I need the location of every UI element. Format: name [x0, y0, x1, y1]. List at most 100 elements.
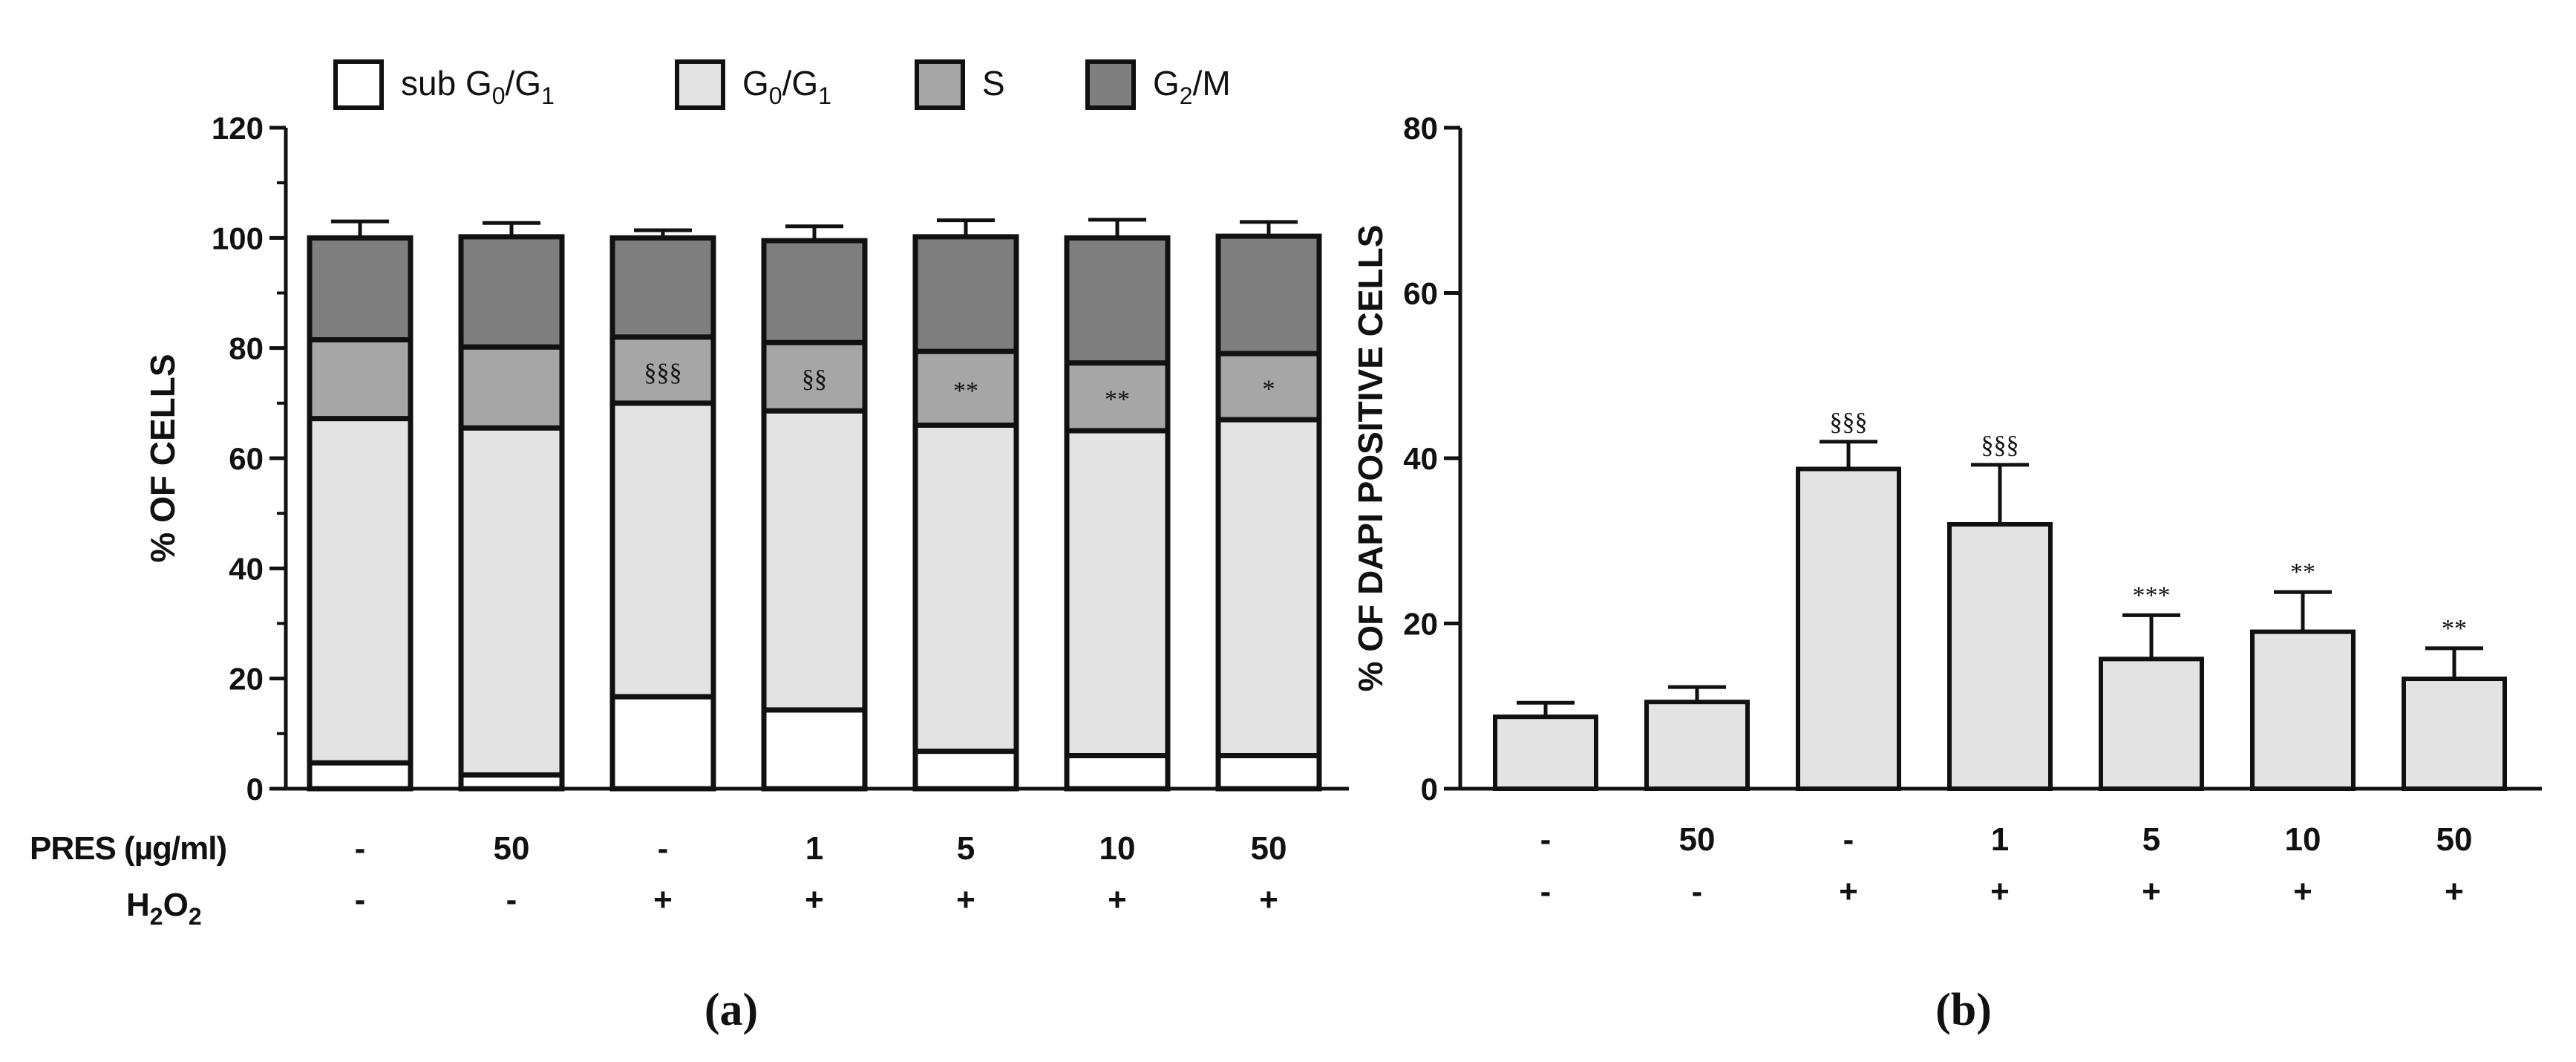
bar-segment-g2m: [307, 235, 413, 343]
h2o2-value: -: [506, 882, 517, 918]
legend-main: sub G: [401, 64, 492, 102]
pres-value: 1: [805, 830, 823, 867]
significance-label: §§§: [1981, 431, 2019, 459]
bar-segment-subg0g1: [1064, 753, 1171, 792]
pres-value: 10: [2285, 821, 2321, 858]
significance-label: **: [953, 377, 978, 405]
bar-segment-g2m: [458, 234, 565, 350]
pres-value: 5: [2142, 821, 2160, 858]
h2o2-subscript: 2: [150, 903, 163, 930]
panel-b-label: (b): [1935, 985, 1992, 1035]
legend-label-s: S: [982, 64, 1005, 102]
bar: [2402, 677, 2507, 791]
bar-segment-s: [1215, 351, 1322, 423]
legend-mid: /G: [782, 64, 819, 102]
bar-segment-subg0g1: [307, 760, 413, 792]
legend-subscript: 2: [1180, 82, 1193, 109]
bar-segment-g2m: [912, 234, 1019, 354]
y-tick-label: 20: [229, 662, 264, 697]
bar-segment-g0g1: [912, 423, 1019, 755]
bar: [1796, 466, 1901, 792]
y-tick-label: 40: [1403, 441, 1438, 476]
h2o2-value: +: [1839, 873, 1858, 910]
legend-mid: /M: [1193, 64, 1231, 102]
y-tick-label: 80: [229, 331, 264, 366]
y-tick-label: 60: [1403, 276, 1438, 311]
legend-subscript: 0: [492, 82, 506, 109]
y-tick-label: 0: [246, 772, 264, 807]
h2o2-value: +: [2293, 873, 2312, 910]
legend-swatch-s: [915, 59, 965, 110]
bar-segment-g2m: [1215, 233, 1322, 356]
pres-value: 50: [1251, 830, 1287, 867]
h2o2-value: +: [805, 882, 824, 918]
pres-value: 10: [1099, 830, 1136, 867]
panel-b-bar-chart: 0 20 40 60 80 % OF DAPI POSITIVE CELLS - - 50 - §§…: [1351, 111, 2542, 1035]
bar-segment-g2m: [609, 235, 716, 340]
significance-label: **: [1105, 385, 1130, 413]
h2o2-value: -: [355, 882, 366, 918]
bar-segment-subg0g1: [761, 707, 868, 792]
bar-segment-s: [458, 344, 565, 431]
bar-segment-subg0g1: [1215, 753, 1322, 792]
legend-main: G: [1153, 64, 1180, 102]
legend-subscript: 0: [769, 82, 782, 109]
significance-label: *: [1263, 376, 1275, 403]
significance-label: §§§: [1830, 408, 1868, 436]
bar-segment-g0g1: [1215, 417, 1322, 758]
legend-subscript: 1: [818, 82, 831, 109]
legend-mid: /G: [506, 64, 542, 102]
h2o2-value: -: [1540, 873, 1552, 910]
h2o2-main: H: [126, 887, 150, 923]
pres-value: 1: [1991, 821, 2009, 858]
pres-value: -: [1843, 821, 1854, 858]
pres-value: 50: [2436, 821, 2473, 858]
bar-segment-g0g1: [458, 425, 565, 778]
pres-value: -: [355, 830, 366, 867]
h2o2-value: +: [1259, 882, 1278, 918]
bar: [1493, 714, 1598, 792]
pres-row-label: PRES (µg/ml): [30, 830, 226, 867]
h2o2-row-label: H2O2: [126, 887, 202, 930]
pres-value: -: [1540, 821, 1552, 858]
h2o2-mid: O: [163, 887, 189, 923]
h2o2-value: +: [956, 882, 975, 918]
bar-segment-subg0g1: [609, 694, 716, 792]
h2o2-value: +: [2142, 873, 2161, 910]
legend-subscript: 1: [541, 82, 555, 109]
significance-label: ***: [2133, 582, 2171, 609]
legend-swatch-g0g1: [675, 59, 725, 110]
panel-a-label: (a): [705, 985, 758, 1035]
significance-label: **: [2290, 558, 2315, 586]
legend-label-subg0g1: sub G0/G1: [401, 64, 555, 109]
bar-segment-s: [307, 337, 413, 422]
h2o2-subscript: 2: [189, 903, 202, 930]
bar-segment-g2m: [1064, 235, 1171, 366]
bar: [1947, 522, 2053, 791]
bar: [2099, 657, 2204, 792]
y-tick-label: 20: [1403, 607, 1438, 642]
h2o2-value: +: [653, 882, 673, 918]
y-axis-title: % OF DAPI POSITIVE CELLS: [1351, 225, 1390, 692]
pres-value: 50: [1679, 821, 1716, 858]
legend-main: G: [742, 64, 769, 102]
bar-segment-subg0g1: [912, 749, 1019, 792]
y-tick-label: 100: [212, 221, 264, 255]
bar-segment-s: [912, 348, 1019, 428]
y-tick-label: 120: [212, 111, 264, 146]
bar-segment-g0g1: [307, 416, 413, 766]
pres-value: -: [658, 830, 669, 867]
legend-swatch-g2m: [1085, 59, 1136, 110]
y-tick-label: 60: [229, 441, 264, 476]
bar: [2250, 629, 2356, 791]
pres-value: 5: [957, 830, 975, 867]
h2o2-value: -: [1692, 873, 1703, 910]
y-tick-label: 40: [229, 551, 264, 586]
significance-label: **: [2442, 615, 2467, 642]
h2o2-value: +: [1108, 882, 1127, 918]
legend-swatch-subg0g1: [333, 59, 384, 110]
h2o2-value: +: [1990, 873, 2010, 910]
legend-label-g0g1: G0/G1: [742, 64, 831, 109]
